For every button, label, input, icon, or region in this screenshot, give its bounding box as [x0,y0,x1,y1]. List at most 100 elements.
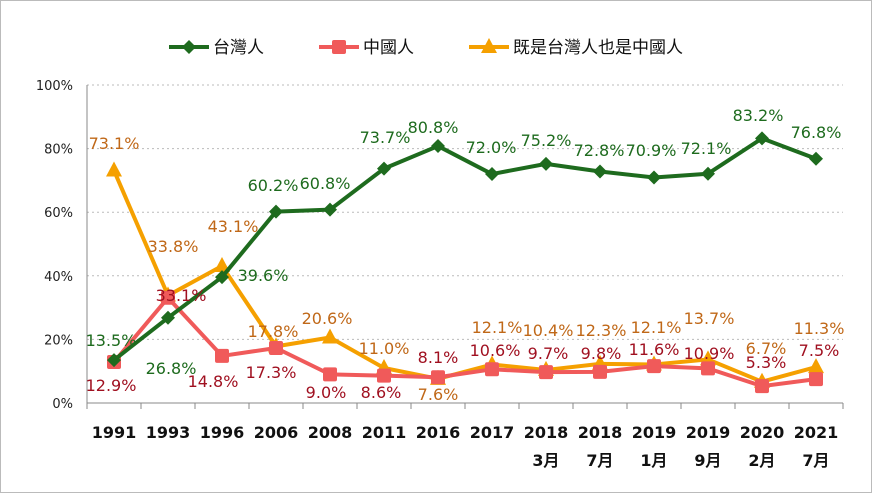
x-tick-label: 7月 [802,451,829,470]
data-label: 12.9% [86,376,137,395]
data-point [431,370,445,385]
data-point [214,256,230,272]
data-label: 10.4% [523,321,574,340]
y-tick-label: 20% [44,333,73,348]
data-point [481,38,497,53]
series-line [112,295,817,389]
x-tick-label: 2006 [254,423,299,442]
series-0 [107,131,823,368]
data-label: 7.5% [799,341,840,360]
data-label: 72.0% [466,138,517,157]
x-tick-label: 1991 [92,423,137,442]
data-label: 11.6% [629,340,680,359]
data-label: 10.9% [684,344,735,363]
data-label: 11.3% [794,319,845,338]
data-point [332,40,346,54]
data-label: 73.7% [360,128,411,147]
data-point [269,204,283,219]
data-label: 9.7% [528,344,569,363]
data-label: 73.1% [89,134,140,153]
data-point [106,161,122,177]
data-label: 72.8% [574,141,625,160]
series-1 [107,290,823,394]
data-point [431,139,445,154]
y-tick-label: 100% [36,79,73,94]
data-label: 33.8% [148,237,199,256]
y-tick-label: 40% [44,270,73,285]
legend-item: 台灣人 [169,38,264,58]
data-point [323,202,337,217]
data-point [215,270,229,285]
data-point [701,166,715,181]
legend-label: 中國人 [363,38,414,58]
data-point [485,362,499,377]
data-label: 13.5% [86,331,137,350]
data-label: 6.7% [746,339,787,358]
data-label: 7.6% [418,385,459,404]
data-point [539,365,553,380]
data-point [377,161,391,176]
x-tick-label: 2019 [686,423,731,442]
data-label: 8.6% [361,383,402,402]
x-tick-label: 2016 [416,423,461,442]
data-label: 17.3% [246,363,297,382]
data-point [161,290,175,305]
x-tick-label: 2021 [794,423,839,442]
data-point [485,167,499,182]
x-tick-label: 1月 [640,451,667,470]
data-point [377,368,391,383]
data-label: 12.3% [576,321,627,340]
x-tick-label: 7月 [586,451,613,470]
data-label: 17.8% [248,322,299,341]
x-tick-label: 9月 [694,451,721,470]
x-tick-label: 2008 [308,423,353,442]
data-point [107,353,121,368]
data-label: 83.2% [733,106,784,125]
data-point [808,358,824,374]
x-tick-label: 2018 [578,423,623,442]
data-label: 39.6% [238,266,289,285]
data-point [809,151,823,166]
data-label: 13.7% [684,309,735,328]
x-tick-label: 2018 [524,423,569,442]
data-point [809,372,823,387]
legend-item: 中國人 [319,38,414,58]
data-label: 80.8% [408,118,459,137]
data-point [593,164,607,179]
data-label: 11.0% [359,339,410,358]
data-point [323,367,337,382]
data-label: 10.6% [470,341,521,360]
data-label: 9.8% [581,344,622,363]
data-point [593,364,607,379]
data-label: 12.1% [472,318,523,337]
data-point [182,40,196,54]
x-tick-label: 1996 [200,423,245,442]
data-point [161,310,175,325]
data-label: 70.9% [626,141,677,160]
legend-item: 既是台灣人也是中國人 [469,38,683,58]
data-point [755,379,769,394]
x-tick-label: 3月 [532,451,559,470]
x-tick-label: 1993 [146,423,191,442]
data-label: 76.8% [791,123,842,142]
x-tick-label: 2019 [632,423,677,442]
data-label: 72.1% [681,139,732,158]
data-label: 5.3% [746,353,787,372]
data-label: 75.2% [521,131,572,150]
data-point [647,359,661,374]
data-label: 33.1% [156,286,207,305]
data-point [215,348,229,363]
data-point [322,328,338,344]
x-tick-label: 2017 [470,423,515,442]
data-label: 8.1% [418,348,459,367]
y-tick-label: 60% [44,206,73,221]
data-label: 9.0% [306,383,347,402]
legend-label: 既是台灣人也是中國人 [513,38,683,58]
data-label: 26.8% [146,359,197,378]
data-point [647,170,661,185]
data-point [701,361,715,376]
data-label: 60.2% [248,176,299,195]
y-tick-label: 80% [44,143,73,158]
